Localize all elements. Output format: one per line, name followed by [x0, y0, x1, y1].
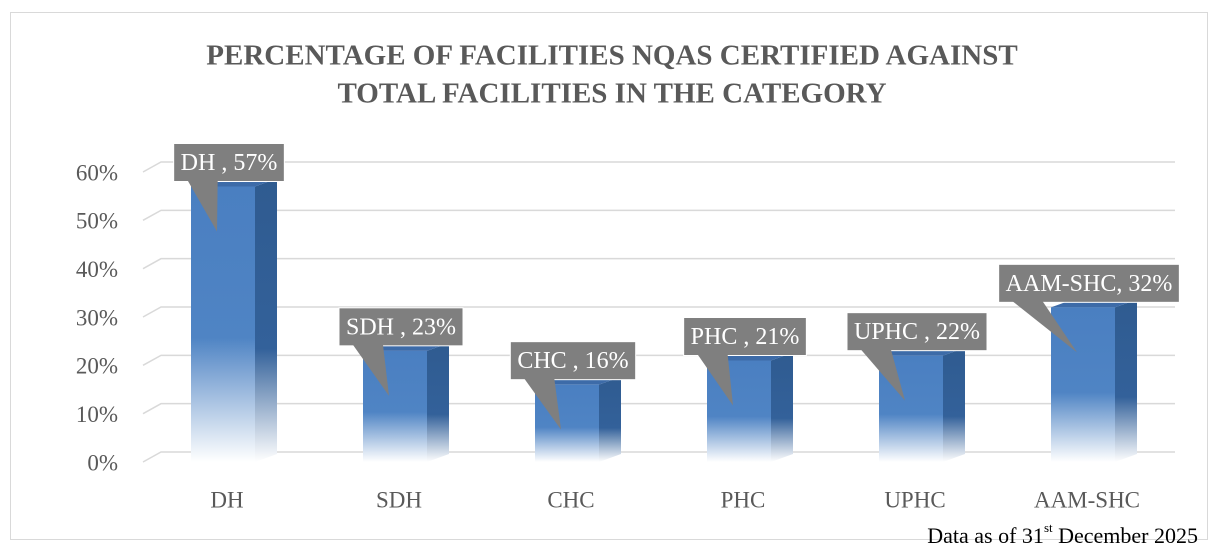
data-label-box	[683, 317, 807, 356]
data-label-pointer	[697, 354, 733, 406]
y-tick-label: 50%	[76, 209, 118, 234]
y-tick-label: 10%	[76, 402, 118, 427]
bar	[363, 342, 449, 462]
data-label-pointer	[352, 344, 389, 396]
y-tick-label: 20%	[76, 354, 118, 379]
data-label: CHC , 16%	[517, 348, 628, 374]
data-label-box	[998, 263, 1180, 303]
footnote-text: December 2025	[1053, 523, 1198, 548]
grid-line	[142, 306, 1175, 318]
footnote-text: Data as of 31	[927, 523, 1044, 548]
x-tick-label: AAM-SHC	[1034, 487, 1140, 512]
bar-face	[191, 186, 255, 462]
grid-line	[142, 402, 1175, 415]
footnote: Data as of 31st December 2025	[927, 520, 1198, 548]
grid-line	[142, 354, 1175, 366]
y-tick-label: 60%	[76, 160, 118, 185]
x-tick-label: CHC	[547, 487, 594, 512]
footnote-superscript: st	[1044, 520, 1053, 535]
x-tick-label: UPHC	[884, 487, 945, 512]
y-tick-label: 0%	[87, 450, 118, 475]
grid-line	[142, 161, 1175, 173]
x-tick-label: PHC	[721, 487, 766, 512]
data-label-pointer	[187, 180, 218, 232]
bar-face	[943, 347, 965, 462]
data-label-box	[173, 143, 285, 182]
data-label: AAM-SHC, 32%	[1006, 271, 1173, 297]
x-tick-label: SDH	[376, 487, 422, 512]
bar-face	[599, 376, 621, 462]
bar-face	[427, 342, 449, 462]
x-tick-label: DH	[210, 487, 243, 512]
chart-title: PERCENTAGE OF FACILITIES NQAS CERTIFIED …	[206, 40, 1017, 72]
data-label-pointer	[860, 349, 905, 401]
y-tick-label: 40%	[76, 257, 118, 282]
grid-line	[142, 451, 1175, 463]
data-label-box	[846, 312, 988, 352]
chart-title: TOTAL FACILITIES IN THE CATEGORY	[337, 78, 886, 110]
bar-face	[771, 352, 793, 462]
data-label: UPHC , 22%	[854, 319, 980, 345]
data-label-box	[338, 307, 464, 347]
bar	[191, 178, 277, 462]
data-label-pointer	[524, 378, 561, 430]
data-label-box	[509, 341, 637, 381]
grid-line	[142, 257, 1175, 270]
y-tick-label: 30%	[76, 305, 118, 330]
data-label: DH , 57%	[181, 150, 278, 176]
bar	[879, 347, 965, 462]
bar-face	[1115, 299, 1137, 462]
data-label-pointer	[1012, 301, 1077, 353]
data-label: PHC , 21%	[691, 324, 800, 350]
bar	[1051, 299, 1137, 462]
data-label: SDH , 23%	[346, 314, 456, 340]
grid-line	[142, 209, 1175, 221]
bar-face	[255, 178, 277, 462]
